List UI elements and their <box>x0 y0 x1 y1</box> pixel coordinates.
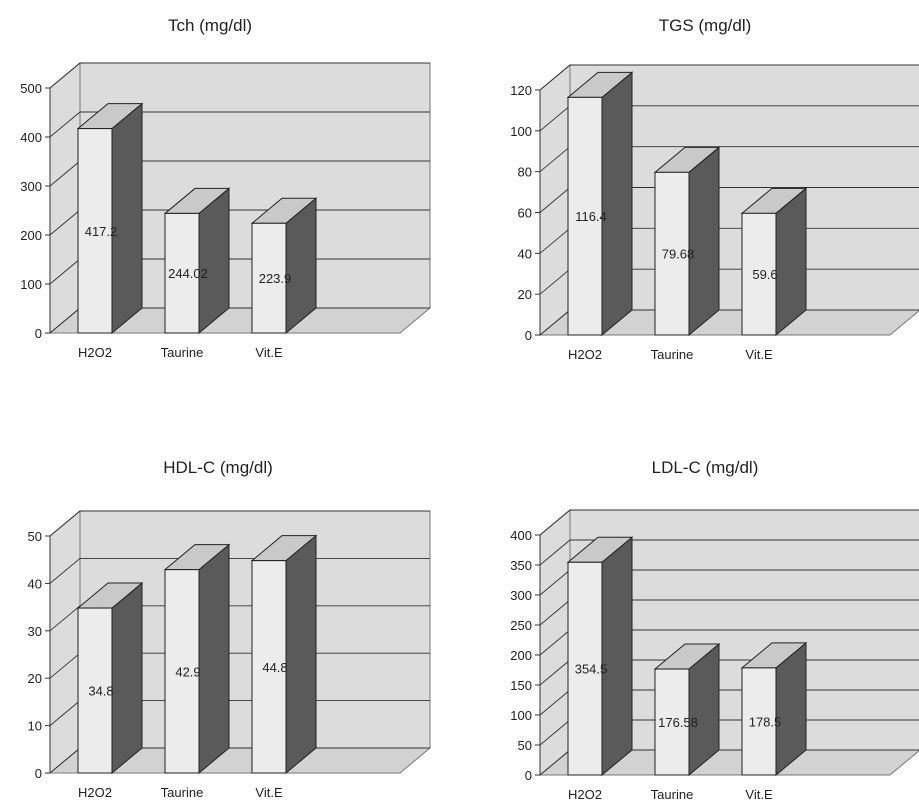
x-tick-label: H2O2 <box>78 345 112 360</box>
data-label: 244.02 <box>168 266 208 281</box>
y-tick-label: 30 <box>28 624 42 639</box>
x-tick-label: H2O2 <box>78 785 112 800</box>
x-tick-label: Taurine <box>161 785 204 800</box>
data-label: 178.5 <box>749 714 782 729</box>
data-label: 116.4 <box>575 209 607 224</box>
x-tick-label: Vit.E <box>745 787 773 802</box>
y-tick-label: 100 <box>510 124 532 139</box>
data-label: 59.6 <box>752 267 777 282</box>
y-tick-label: 0 <box>35 326 42 341</box>
gridline <box>539 539 919 566</box>
y-tick-label: 500 <box>20 81 42 96</box>
bar <box>251 222 287 334</box>
y-tick-label: 50 <box>518 738 532 753</box>
bar <box>741 212 777 336</box>
chart-title: HDL-C (mg/dl) <box>163 458 273 477</box>
x-tick-label: Taurine <box>651 787 694 802</box>
data-label: 34.8 <box>88 684 113 699</box>
y-tick-label: 60 <box>518 206 532 221</box>
y-tick-label: 40 <box>518 246 532 261</box>
y-tick-label: 200 <box>510 648 532 663</box>
y-tick-label: 0 <box>525 328 532 343</box>
y-tick-label: 150 <box>510 678 532 693</box>
y-tick-label: 300 <box>510 588 532 603</box>
bar <box>654 171 690 336</box>
gridline <box>49 111 430 138</box>
y-tick-label: 20 <box>518 287 532 302</box>
bar <box>654 668 690 776</box>
data-label: 79.68 <box>662 247 695 262</box>
y-tick-label: 50 <box>28 529 42 544</box>
y-tick-label: 0 <box>35 766 42 781</box>
bar <box>164 212 200 334</box>
bar <box>77 128 113 334</box>
y-tick-label: 200 <box>20 228 42 243</box>
y-tick-label: 80 <box>518 165 532 180</box>
bar-side <box>601 536 633 777</box>
y-tick-label: 250 <box>510 618 532 633</box>
data-label: 42.9 <box>175 664 200 679</box>
data-label: 417.2 <box>85 224 118 239</box>
chart-title: LDL-C (mg/dl) <box>651 458 759 477</box>
data-label: 44.8 <box>262 660 287 675</box>
x-tick-label: Taurine <box>161 345 204 360</box>
gridline <box>49 510 430 537</box>
chart-title: Tch (mg/dl) <box>167 16 253 35</box>
gridline <box>49 62 430 89</box>
bar <box>567 561 603 776</box>
gridline <box>539 509 919 536</box>
y-tick-label: 400 <box>20 130 42 145</box>
x-tick-label: Vit.E <box>255 785 283 800</box>
bar <box>77 607 113 774</box>
y-tick-label: 40 <box>28 576 42 591</box>
x-tick-label: H2O2 <box>568 347 602 362</box>
chart-title: TGS (mg/dl) <box>658 16 752 35</box>
y-tick-label: 10 <box>28 719 42 734</box>
x-tick-label: H2O2 <box>568 787 602 802</box>
y-tick-label: 20 <box>28 671 42 686</box>
y-tick-label: 400 <box>510 528 532 543</box>
y-tick-label: 350 <box>510 558 532 573</box>
y-tick-label: 300 <box>20 179 42 194</box>
data-label: 223.9 <box>259 271 292 286</box>
y-tick-label: 100 <box>510 708 532 723</box>
x-tick-label: Taurine <box>651 347 694 362</box>
bar <box>567 96 603 336</box>
x-tick-label: Vit.E <box>255 345 283 360</box>
bar <box>741 667 777 776</box>
data-label: 354.5 <box>575 662 608 677</box>
data-label: 176.58 <box>658 715 698 730</box>
gridline <box>539 64 919 91</box>
bar <box>251 560 287 774</box>
y-tick-label: 120 <box>510 83 532 98</box>
y-tick-label: 0 <box>525 768 532 783</box>
x-tick-label: Vit.E <box>745 347 773 362</box>
bar <box>164 569 200 774</box>
y-tick-label: 100 <box>20 277 42 292</box>
